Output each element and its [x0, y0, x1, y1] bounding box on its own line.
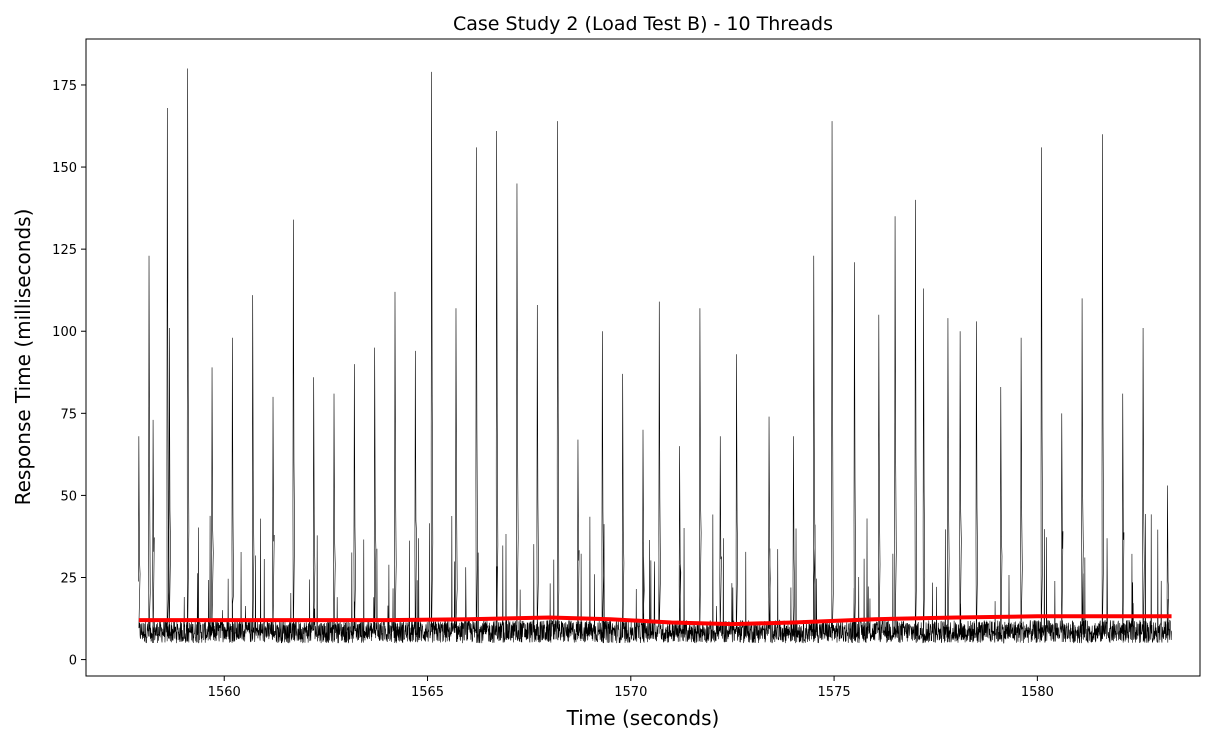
x-tick-label: 1580	[1021, 685, 1054, 700]
x-tick-label: 1560	[208, 685, 241, 700]
x-tick-label: 1570	[614, 685, 647, 700]
y-tick-label: 50	[60, 489, 77, 504]
y-tick-label: 0	[69, 654, 77, 669]
x-tick-label: 1575	[818, 685, 851, 700]
y-tick-label: 150	[52, 161, 77, 176]
y-tick-label: 75	[60, 407, 77, 422]
series-raw-line	[138, 68, 1172, 644]
y-tick-label: 25	[60, 571, 77, 586]
y-tick-label: 100	[52, 325, 77, 340]
plot-frame	[85, 38, 1201, 677]
y-tick-label: 175	[52, 79, 77, 94]
x-axis-label: Time (seconds)	[566, 706, 720, 730]
x-axis: 1560 1565 1570 1575 1580	[208, 676, 1054, 700]
y-tick-label: 125	[52, 243, 77, 258]
y-axis: 0 25 50 75 100 125 150 175	[52, 79, 86, 669]
series-trend-line	[138, 614, 1172, 627]
y-axis-label: Response Time (milliseconds)	[11, 209, 35, 506]
x-tick-label: 1565	[411, 685, 444, 700]
plot-area	[138, 68, 1172, 644]
chart-title: Case Study 2 (Load Test B) - 10 Threads	[453, 13, 833, 35]
